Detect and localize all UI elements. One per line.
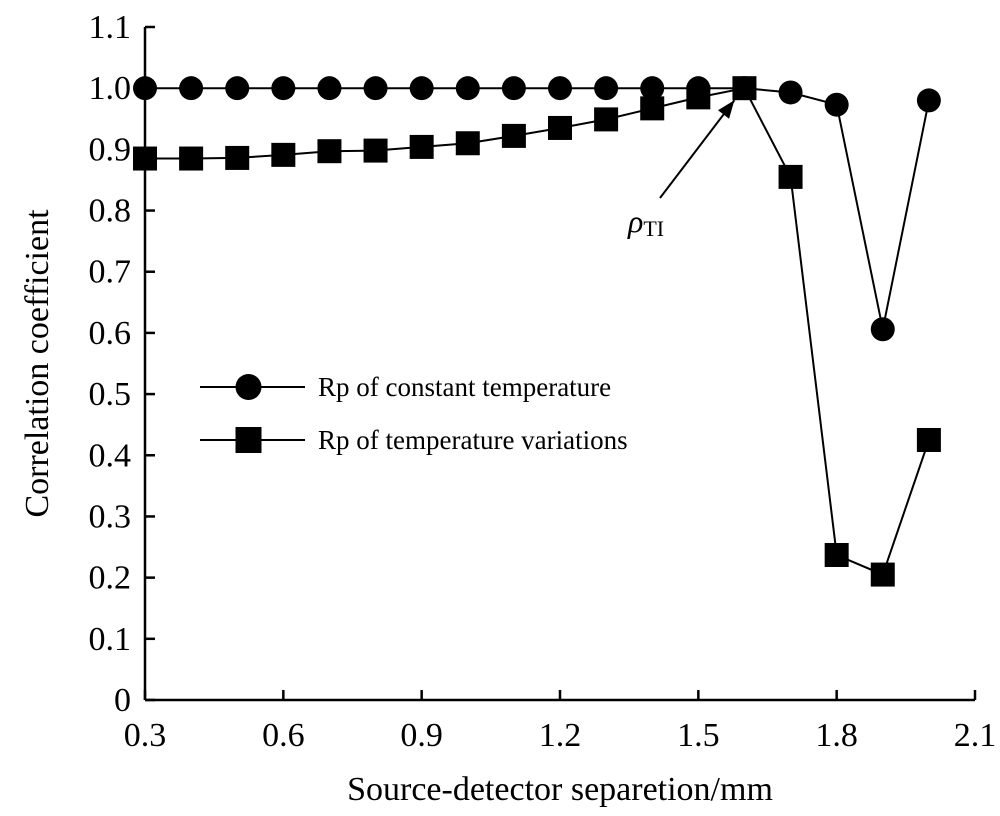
series-layer <box>133 76 941 587</box>
y-tick-label: 0.5 <box>89 376 132 413</box>
legend-item-2: Rp of temperature variations <box>200 425 628 455</box>
x-tick-label: 1.8 <box>815 717 858 754</box>
y-tick-label: 0.9 <box>89 131 132 168</box>
data-point <box>870 562 895 587</box>
data-point <box>916 88 941 113</box>
series-2 <box>133 76 941 587</box>
y-tick-label: 0.7 <box>89 254 132 291</box>
data-point <box>548 115 572 140</box>
series-1 <box>133 76 941 342</box>
data-point <box>271 76 296 101</box>
x-tick-label: 2.1 <box>954 717 997 754</box>
x-tick-label: 0.6 <box>262 717 305 754</box>
data-point <box>548 76 572 101</box>
data-point <box>179 146 204 171</box>
y-tick-label: 0.1 <box>89 621 132 658</box>
data-point <box>271 142 296 167</box>
y-tick-label: 0.2 <box>89 560 132 597</box>
legend-marker <box>235 427 262 453</box>
data-point <box>686 85 711 110</box>
annotation-arrow-line <box>659 99 736 199</box>
data-point <box>594 107 619 132</box>
x-axis-title: Source-detector separetion/mm <box>347 771 773 808</box>
y-tick-label: 1.0 <box>89 70 132 107</box>
annotation-subscript: TI <box>643 216 664 241</box>
y-tick-label: 1.1 <box>89 9 132 46</box>
legend-label: Rp of temperature variations <box>318 425 628 455</box>
data-point <box>824 542 849 567</box>
data-point <box>363 76 388 101</box>
annotation-symbol: ρ <box>627 203 643 239</box>
legend: Rp of constant temperature Rp of temperat… <box>200 372 628 455</box>
data-point <box>455 131 480 156</box>
data-point <box>225 145 250 170</box>
data-point <box>409 134 434 159</box>
data-point <box>916 427 941 452</box>
data-point <box>594 76 619 101</box>
data-point <box>778 80 803 105</box>
legend-label: Rp of constant temperature <box>318 372 611 402</box>
data-point <box>317 76 342 101</box>
y-tick-label: 0.3 <box>89 498 132 535</box>
y-tick-label: 0.4 <box>89 437 132 474</box>
data-point <box>824 92 849 117</box>
data-point <box>501 123 526 148</box>
y-tick-label: 0 <box>114 682 131 719</box>
data-point <box>133 146 157 171</box>
x-tick-label: 1.5 <box>677 717 720 754</box>
y-tick-label: 0.8 <box>89 193 132 230</box>
x-tick-label: 0.3 <box>124 717 167 754</box>
y-tick-label: 0.6 <box>89 315 132 352</box>
series-line <box>145 87 930 330</box>
annotation-label: ρTI <box>627 203 664 241</box>
data-point <box>363 138 388 163</box>
data-point <box>409 76 434 101</box>
data-point <box>870 317 895 342</box>
y-axis-title: Correlation coefficient <box>19 209 56 518</box>
data-point <box>640 76 665 101</box>
data-point <box>455 76 480 101</box>
data-point <box>501 76 526 101</box>
data-point <box>133 76 157 101</box>
data-point <box>179 76 204 101</box>
data-point <box>640 96 665 121</box>
data-point <box>225 76 250 101</box>
axes: 0.3 0.6 0.9 1.2 1.5 1.8 2.1 0 0.1 0.2 0.3 0.4 0.5 0.6… <box>19 9 996 808</box>
data-point <box>778 164 803 189</box>
annotation-arrowhead <box>718 100 735 119</box>
annotation: ρTI <box>627 99 736 241</box>
x-tick-label: 0.9 <box>400 717 443 754</box>
x-tick-label: 1.2 <box>539 717 582 754</box>
legend-marker <box>235 374 262 400</box>
data-point <box>317 139 342 164</box>
series-line <box>145 87 930 576</box>
data-point <box>732 76 757 101</box>
legend-item-1: Rp of constant temperature <box>200 372 611 402</box>
